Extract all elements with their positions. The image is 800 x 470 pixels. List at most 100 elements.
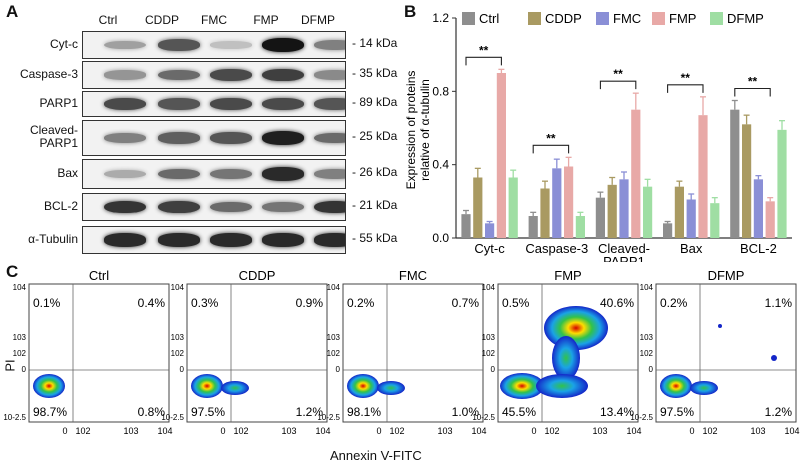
x-tick-label: 104: [626, 426, 641, 436]
y-axis-label-line-2: relative of α-tubulin: [418, 79, 432, 181]
significance-marker: **: [546, 131, 556, 145]
blot-row-label: Cyt-c: [50, 36, 78, 51]
cell-population-viable: [660, 374, 692, 398]
flow-plot-ctrl: Ctrl 0.1% 0.4% 98.7% 0.8% 104 103 102 0 10-2.5 0 10…: [3, 270, 172, 436]
legend-swatch: [596, 12, 609, 25]
legend-label: Ctrl: [479, 11, 499, 26]
quadrant-percentage: 0.2%: [347, 296, 375, 310]
blot-band: [104, 133, 146, 143]
blot-band: [262, 38, 304, 52]
molecular-weight-label: - 26 kDa: [352, 165, 398, 179]
significance-marker: **: [748, 75, 758, 89]
quadrant-percentage: 0.2%: [660, 296, 688, 310]
cell-population-viable: [33, 374, 65, 398]
blot-band: [314, 169, 345, 179]
blot-band: [158, 168, 200, 180]
blot-row-label-group: Cleaved- PARP1: [0, 124, 78, 150]
blot-band: [314, 132, 345, 144]
molecular-weight-label: - 89 kDa: [352, 95, 398, 109]
blot-row-label: Bax: [57, 165, 78, 180]
blot-band: [314, 98, 345, 110]
significance-bracket: [667, 84, 704, 93]
cell-population-viable: [347, 374, 379, 398]
y-tick-label: 103: [327, 333, 341, 342]
lane-label: Ctrl: [98, 13, 118, 27]
blot-band: [210, 201, 252, 213]
quadrant-percentage: 1.2%: [296, 405, 324, 419]
x-tick-label: 104: [471, 426, 486, 436]
blot-band: [262, 98, 304, 110]
blot-band: [104, 70, 146, 80]
y-tick-label: 104: [482, 283, 496, 292]
quadrant-percentage: 1.1%: [765, 296, 793, 310]
bar-dfmp: [643, 186, 653, 238]
category-label: Cyt-c: [474, 241, 505, 256]
bar-fmc: [552, 168, 562, 238]
lane-label: DFMP: [301, 13, 335, 27]
panel-b-letter: B: [404, 2, 417, 21]
molecular-weight-label: - 55 kDa: [352, 231, 398, 245]
quadrant-percentage: 98.7%: [33, 405, 67, 419]
y-tick-label: 0: [336, 365, 341, 374]
bar-dfmp: [508, 177, 518, 238]
x-tick-label: 102: [75, 426, 90, 436]
bar-ctrl: [730, 109, 740, 239]
bar-dfmp: [575, 216, 585, 238]
blot-band: [210, 98, 252, 110]
cell-population-early-apoptotic: [536, 374, 588, 398]
blot-strip: [82, 120, 346, 156]
blot-band: [158, 98, 200, 110]
category-label: Bax: [680, 241, 703, 256]
quadrant-percentage: 1.0%: [452, 405, 480, 419]
bar-ctrl: [461, 214, 471, 238]
blot-band: [210, 233, 252, 247]
y-tick-label: 104: [13, 283, 27, 292]
legend-label: FMP: [669, 11, 696, 26]
y-tick-label: 10-2.5: [630, 413, 653, 422]
quadrant-percentage: 13.4%: [600, 405, 634, 419]
bar-fmp: [496, 73, 506, 238]
blot-band: [314, 233, 345, 247]
y-tick-label: 104: [327, 283, 341, 292]
y-tick-label: 103: [482, 333, 496, 342]
bar-cddp: [674, 186, 684, 238]
bar-dfmp: [777, 129, 787, 238]
quadrant-percentage: 0.3%: [191, 296, 219, 310]
legend-label: FMC: [613, 11, 641, 26]
blot-strip: [82, 159, 346, 189]
category-label: Cleaved-: [598, 241, 650, 256]
panel-a-letter: A: [6, 2, 19, 21]
plot-title: FMC: [399, 270, 427, 283]
cell-population-tail: [690, 381, 718, 395]
quadrant-percentage: 0.5%: [502, 296, 530, 310]
plot-title: FMP: [554, 270, 581, 283]
x-tick-label: 102: [544, 426, 559, 436]
y-tick-label: 103: [171, 333, 185, 342]
lane-label: FMC: [201, 13, 227, 27]
y-tick-label: 0.8: [432, 84, 449, 98]
blot-row-label-group: Cyt-c: [0, 36, 78, 51]
quadrant-percentage: 98.1%: [347, 405, 381, 419]
cell-population-bridge: [552, 336, 580, 380]
blot-band: [104, 169, 146, 179]
x-tick-label: 103: [281, 426, 296, 436]
x-tick-label: 103: [592, 426, 607, 436]
lane-label: FMP: [253, 13, 279, 27]
significance-marker: **: [613, 67, 623, 81]
bar-fmp: [564, 166, 574, 238]
blot-band: [314, 200, 345, 214]
blot-row-label: BCL-2: [43, 198, 78, 213]
flow-x-axis-label: Annexin V-FITC: [330, 448, 422, 463]
bar-ctrl: [663, 223, 673, 238]
y-tick-label: 103: [640, 333, 654, 342]
y-tick-label: 104: [171, 283, 185, 292]
y-tick-label: 10-2.5: [161, 413, 184, 422]
significance-bracket: [532, 144, 570, 154]
blot-band: [262, 131, 304, 145]
blot-band: [104, 40, 146, 50]
blot-row-label: PARP1: [39, 95, 78, 110]
legend-swatch: [710, 12, 723, 25]
blot-strip: [82, 61, 346, 89]
bar-fmc: [485, 223, 495, 238]
bar-cddp: [742, 124, 752, 238]
